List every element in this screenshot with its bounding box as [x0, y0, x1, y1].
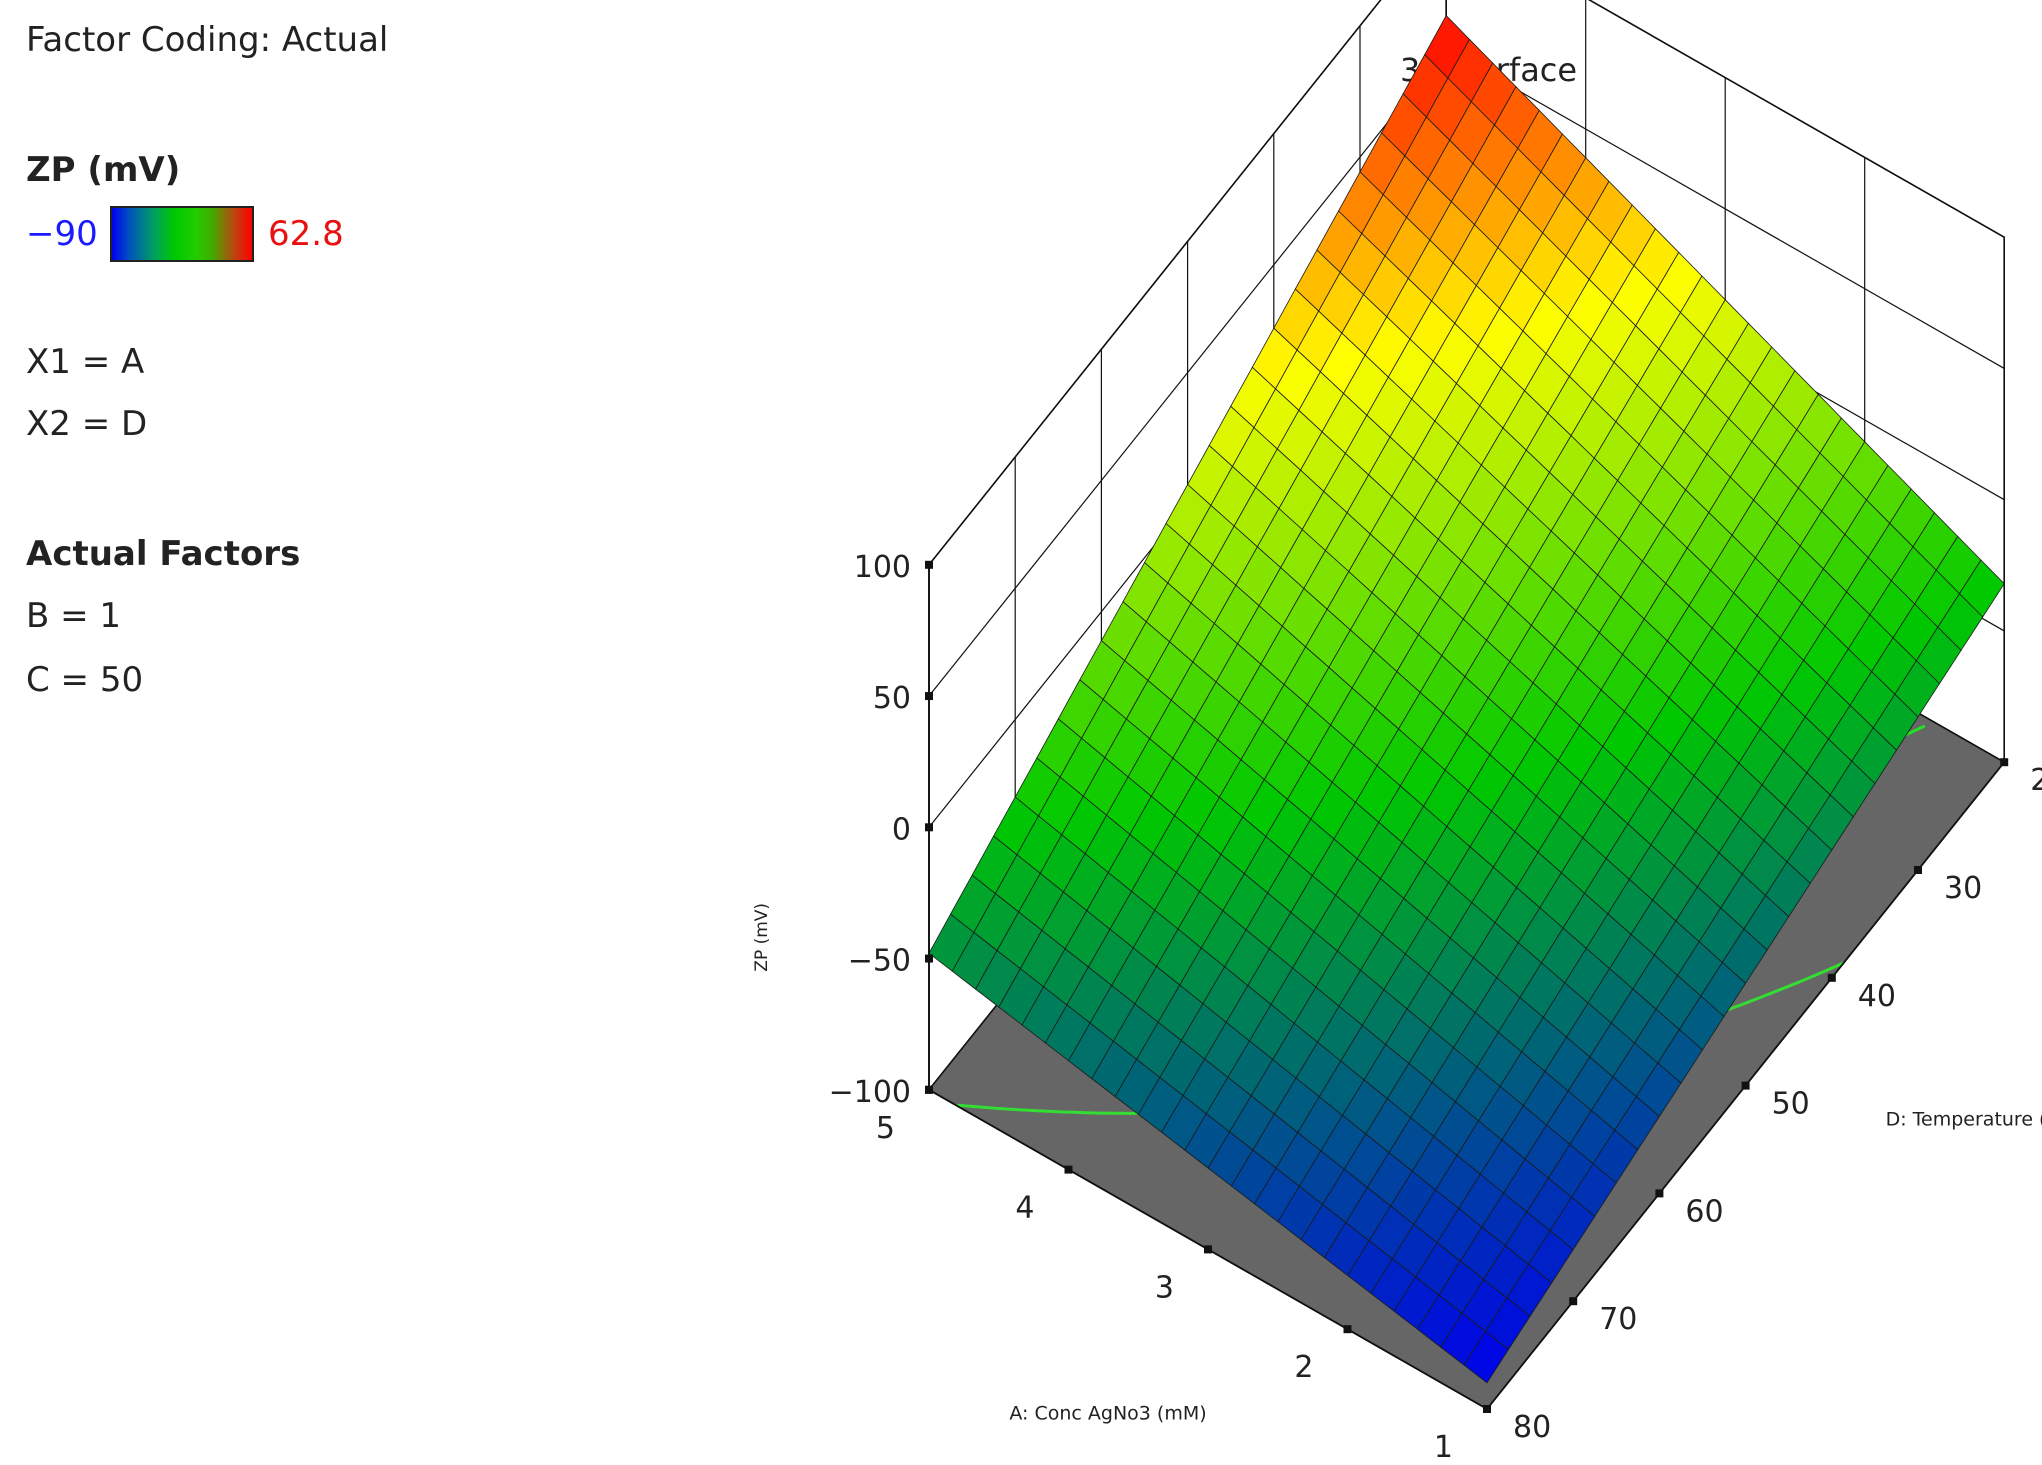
colorbar: [110, 206, 254, 262]
a-tick-mark: [1064, 1165, 1073, 1174]
z-tick-label: 50: [873, 681, 911, 716]
d-tick-label: 60: [1685, 1194, 1723, 1229]
a-tick-label: 4: [1015, 1191, 1034, 1226]
a-tick-mark: [1204, 1245, 1212, 1254]
d-tick-mark: [1483, 1405, 1491, 1413]
d-axis-title: D: Temperature (Degrees): [1886, 1109, 2042, 1131]
z-tick-label: −100: [829, 1075, 911, 1110]
d-tick-mark: [1741, 1081, 1750, 1090]
d-tick-mark: [2000, 758, 2009, 767]
d-tick-mark: [1827, 973, 1836, 982]
factor-coding-label: Factor Coding: Actual: [26, 20, 389, 60]
d-tick-mark: [1914, 866, 1922, 874]
z-tick-mark: [925, 560, 933, 569]
wall-grid-z: [928, 0, 1382, 566]
wall-grid-z: [928, 48, 1447, 697]
a-tick-mark: [1343, 1325, 1352, 1334]
z-tick-label: 0: [892, 812, 911, 847]
colorbar-min-label: −90: [26, 214, 98, 254]
z-tick-label: −50: [848, 944, 911, 979]
d-tick-label: 20: [2030, 763, 2042, 798]
actual-factors-heading: Actual Factors: [26, 534, 301, 574]
d-tick-label: 50: [1772, 1087, 1810, 1122]
z-tick-mark: [925, 954, 933, 963]
z-tick-mark: [925, 692, 933, 701]
a-tick-label: 2: [1294, 1350, 1313, 1385]
colorbar-max-label: 62.8: [268, 214, 344, 254]
d-tick-label: 40: [1858, 979, 1896, 1014]
z-tick-label: 100: [854, 550, 911, 585]
factor-b: B = 1: [26, 596, 122, 636]
a-tick-label: 1: [1434, 1430, 1453, 1465]
a-axis-title: A: Conc AgNo3 (mM): [1009, 1402, 1206, 1424]
a-tick-mark: [925, 1085, 933, 1094]
a-tick-label: 5: [876, 1111, 895, 1146]
x2-mapping: X2 = D: [26, 404, 148, 444]
z-axis-title: ZP (mV): [752, 903, 772, 972]
d-tick-mark: [1655, 1189, 1664, 1198]
response-label: ZP (mV): [26, 150, 181, 190]
x1-mapping: X1 = A: [26, 342, 145, 382]
a-tick-label: 3: [1155, 1270, 1174, 1305]
factor-c: C = 50: [26, 660, 144, 700]
d-tick-label: 30: [1944, 871, 1982, 906]
d-tick-label: 80: [1513, 1410, 1551, 1445]
d-tick-label: 70: [1599, 1302, 1637, 1337]
z-tick-mark: [925, 823, 933, 832]
d-tick-mark: [1569, 1297, 1578, 1306]
